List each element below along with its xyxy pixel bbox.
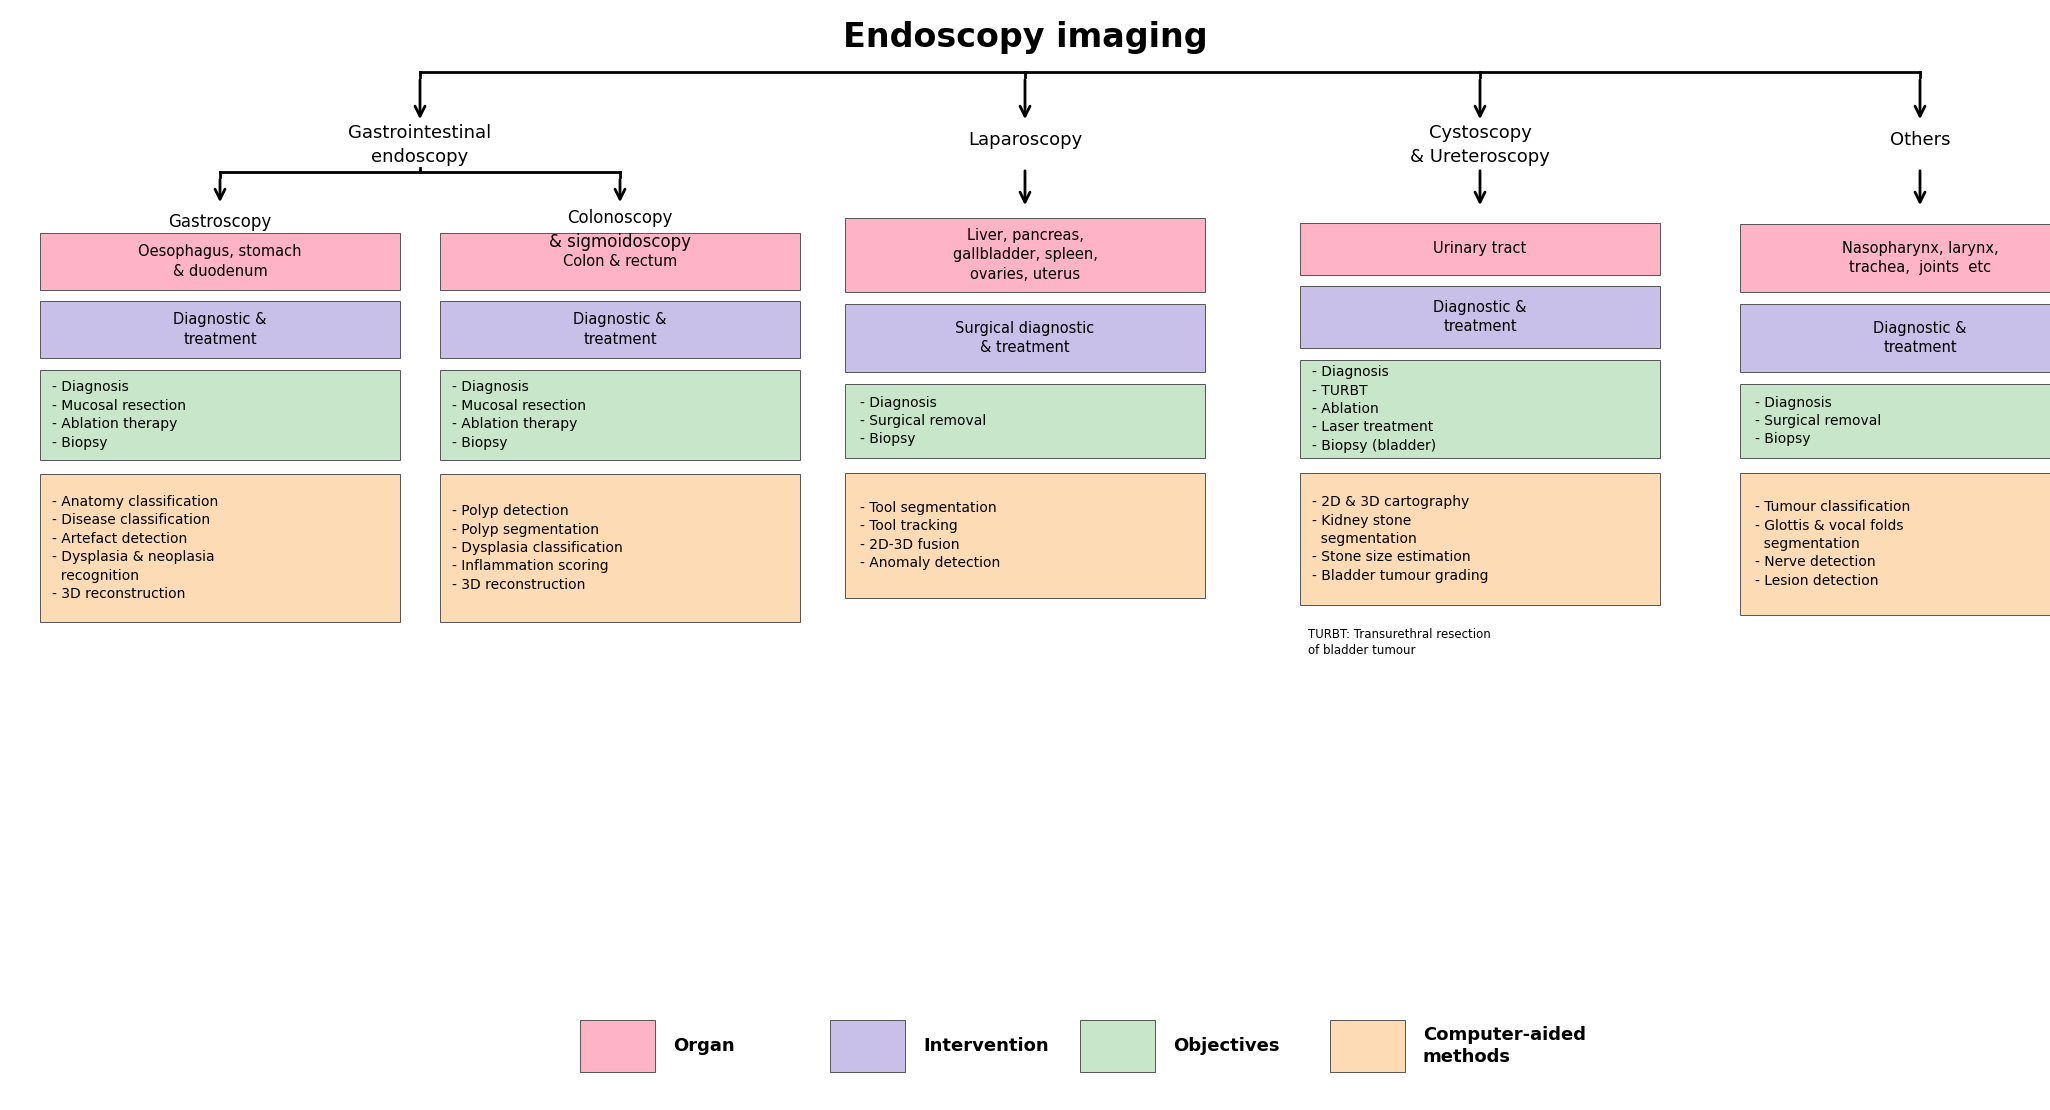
Text: Objectives: Objectives xyxy=(1173,1037,1279,1054)
Text: - Diagnosis
- Surgical removal
- Biopsy: - Diagnosis - Surgical removal - Biopsy xyxy=(861,395,986,446)
FancyBboxPatch shape xyxy=(441,370,800,460)
FancyBboxPatch shape xyxy=(845,473,1205,598)
FancyBboxPatch shape xyxy=(580,1020,656,1072)
Text: Diagnostic &
treatment: Diagnostic & treatment xyxy=(1433,300,1527,334)
FancyBboxPatch shape xyxy=(41,301,400,359)
FancyBboxPatch shape xyxy=(441,301,800,359)
FancyBboxPatch shape xyxy=(41,233,400,290)
FancyBboxPatch shape xyxy=(441,474,800,622)
Text: Laparoscopy: Laparoscopy xyxy=(968,131,1082,149)
FancyBboxPatch shape xyxy=(1300,360,1660,458)
FancyBboxPatch shape xyxy=(1740,304,2050,372)
Text: Organ: Organ xyxy=(672,1037,734,1054)
FancyBboxPatch shape xyxy=(1740,224,2050,292)
Text: Oesophagus, stomach
& duodenum: Oesophagus, stomach & duodenum xyxy=(137,244,301,279)
Text: Endoscopy imaging: Endoscopy imaging xyxy=(843,21,1207,54)
Text: Gastroscopy: Gastroscopy xyxy=(168,213,271,231)
FancyBboxPatch shape xyxy=(41,474,400,622)
Text: - Diagnosis
- Mucosal resection
- Ablation therapy
- Biopsy: - Diagnosis - Mucosal resection - Ablati… xyxy=(51,381,187,450)
FancyBboxPatch shape xyxy=(1740,473,2050,615)
FancyBboxPatch shape xyxy=(1740,384,2050,458)
Text: Computer-aided
methods: Computer-aided methods xyxy=(1423,1026,1587,1066)
FancyBboxPatch shape xyxy=(1330,1020,1404,1072)
FancyBboxPatch shape xyxy=(1300,473,1660,605)
FancyBboxPatch shape xyxy=(1080,1020,1154,1072)
Text: Diagnostic &
treatment: Diagnostic & treatment xyxy=(174,312,266,347)
Text: TURBT: Transurethral resection
of bladder tumour: TURBT: Transurethral resection of bladde… xyxy=(1308,628,1490,657)
Text: - Polyp detection
- Polyp segmentation
- Dysplasia classification
- Inflammation: - Polyp detection - Polyp segmentation -… xyxy=(451,504,623,592)
Text: Diagnostic &
treatment: Diagnostic & treatment xyxy=(1874,321,1966,355)
Text: - Tool segmentation
- Tool tracking
- 2D-3D fusion
- Anomaly detection: - Tool segmentation - Tool tracking - 2D… xyxy=(861,501,1000,571)
Text: Nasopharynx, larynx,
trachea,  joints  etc: Nasopharynx, larynx, trachea, joints etc xyxy=(1841,241,1999,275)
Text: Gastrointestinal
endoscopy: Gastrointestinal endoscopy xyxy=(348,124,492,165)
Text: - Diagnosis
- Mucosal resection
- Ablation therapy
- Biopsy: - Diagnosis - Mucosal resection - Ablati… xyxy=(451,381,586,450)
Text: - Anatomy classification
- Disease classification
- Artefact detection
- Dysplas: - Anatomy classification - Disease class… xyxy=(51,495,217,601)
Text: Liver, pancreas,
gallbladder, spleen,
ovaries, uterus: Liver, pancreas, gallbladder, spleen, ov… xyxy=(953,228,1097,282)
FancyBboxPatch shape xyxy=(845,304,1205,372)
Text: Diagnostic &
treatment: Diagnostic & treatment xyxy=(574,312,666,347)
Text: Colonoscopy
& sigmoidoscopy: Colonoscopy & sigmoidoscopy xyxy=(549,209,691,251)
FancyBboxPatch shape xyxy=(1300,223,1660,275)
Text: Colon & rectum: Colon & rectum xyxy=(564,254,676,269)
FancyBboxPatch shape xyxy=(845,218,1205,292)
Text: Surgical diagnostic
& treatment: Surgical diagnostic & treatment xyxy=(955,321,1095,355)
Text: Intervention: Intervention xyxy=(922,1037,1050,1054)
FancyBboxPatch shape xyxy=(1300,286,1660,349)
Text: - Tumour classification
- Glottis & vocal folds
  segmentation
- Nerve detection: - Tumour classification - Glottis & voca… xyxy=(1755,501,1911,588)
Text: Others: Others xyxy=(1890,131,1950,149)
Text: - Diagnosis
- Surgical removal
- Biopsy: - Diagnosis - Surgical removal - Biopsy xyxy=(1755,395,1882,446)
Text: - 2D & 3D cartography
- Kidney stone
  segmentation
- Stone size estimation
- Bl: - 2D & 3D cartography - Kidney stone seg… xyxy=(1312,495,1488,583)
FancyBboxPatch shape xyxy=(845,384,1205,458)
FancyBboxPatch shape xyxy=(441,233,800,290)
FancyBboxPatch shape xyxy=(41,370,400,460)
Text: Cystoscopy
& Ureteroscopy: Cystoscopy & Ureteroscopy xyxy=(1410,124,1550,165)
FancyBboxPatch shape xyxy=(830,1020,904,1072)
Text: - Diagnosis
- TURBT
- Ablation
- Laser treatment
- Biopsy (bladder): - Diagnosis - TURBT - Ablation - Laser t… xyxy=(1312,365,1437,453)
Text: Urinary tract: Urinary tract xyxy=(1433,242,1527,256)
